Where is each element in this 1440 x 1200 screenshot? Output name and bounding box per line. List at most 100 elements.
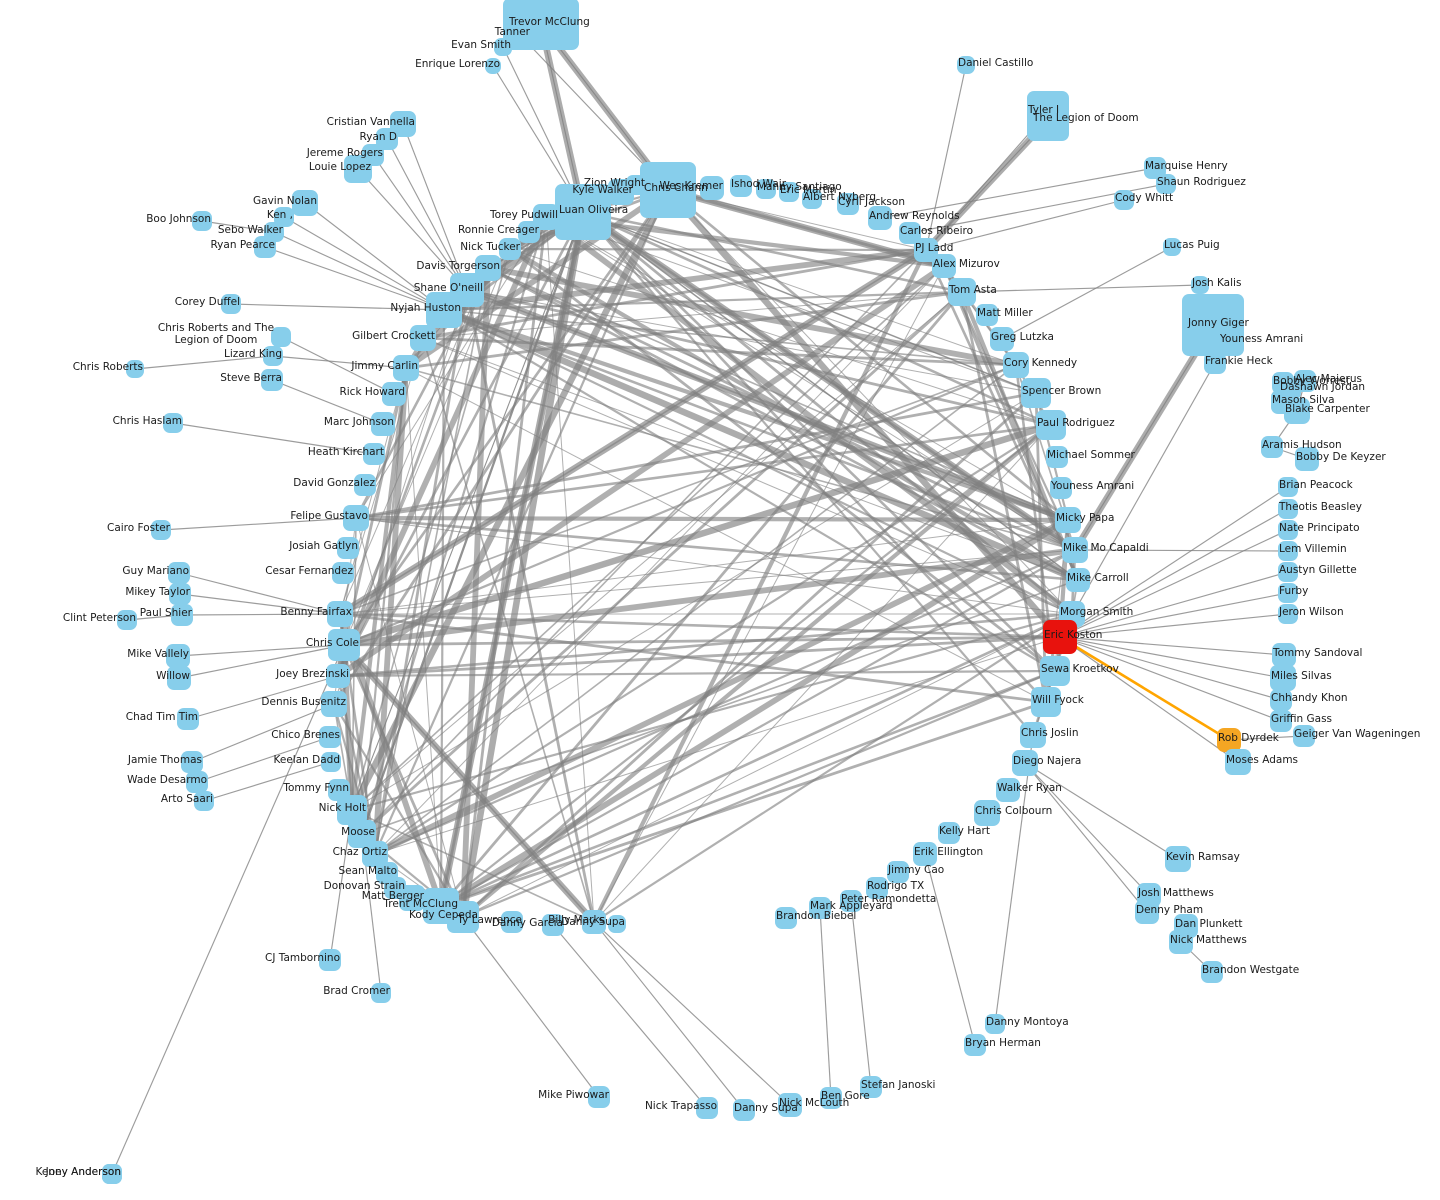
graph-node[interactable]: [177, 708, 199, 730]
graph-node[interactable]: [696, 1097, 718, 1119]
graph-node[interactable]: [555, 184, 611, 240]
graph-node[interactable]: [186, 771, 208, 793]
graph-node[interactable]: [582, 910, 606, 934]
graph-node[interactable]: [964, 1034, 986, 1056]
graph-node[interactable]: [271, 327, 291, 347]
graph-node[interactable]: [608, 915, 626, 933]
graph-node[interactable]: [399, 885, 425, 911]
graph-node[interactable]: [809, 897, 831, 919]
graph-node[interactable]: [1020, 722, 1046, 748]
graph-node[interactable]: [868, 206, 892, 230]
graph-node[interactable]: [932, 254, 956, 278]
graph-node[interactable]: [393, 355, 419, 381]
graph-node[interactable]: [840, 890, 862, 912]
graph-node[interactable]: [1135, 900, 1159, 924]
graph-node[interactable]: [171, 604, 193, 626]
graph-node[interactable]: [1050, 477, 1072, 499]
graph-node[interactable]: [485, 58, 501, 74]
graph-node[interactable]: [1278, 562, 1298, 582]
graph-node[interactable]: [426, 292, 462, 328]
graph-node[interactable]: [321, 691, 347, 717]
graph-node[interactable]: [1169, 930, 1193, 954]
graph-node[interactable]: [1284, 398, 1310, 424]
graph-node[interactable]: [1027, 99, 1069, 141]
graph-node[interactable]: [913, 842, 937, 866]
graph-node[interactable]: [1055, 507, 1081, 533]
graph-node[interactable]: [1066, 568, 1090, 592]
graph-node[interactable]: [1156, 174, 1176, 194]
graph-node[interactable]: [1219, 331, 1239, 351]
graph-node[interactable]: [938, 822, 960, 844]
graph-node[interactable]: [756, 179, 776, 199]
graph-node[interactable]: [1031, 687, 1061, 717]
graph-node[interactable]: [820, 1087, 842, 1109]
graph-node[interactable]: [1278, 604, 1298, 624]
graph-node[interactable]: [363, 443, 385, 465]
graph-node[interactable]: [626, 175, 646, 195]
graph-node[interactable]: [1003, 352, 1029, 378]
graph-node[interactable]: [499, 238, 521, 260]
graph-node[interactable]: [181, 751, 203, 773]
graph-node[interactable]: [117, 610, 137, 630]
graph-node[interactable]: [221, 294, 241, 314]
graph-node[interactable]: [169, 583, 191, 605]
graph-node[interactable]: [588, 1086, 610, 1108]
graph-node[interactable]: [501, 911, 523, 933]
graph-node[interactable]: [168, 562, 190, 584]
graph-node[interactable]: [1163, 238, 1181, 256]
graph-node[interactable]: [779, 182, 799, 202]
graph-node[interactable]: [802, 189, 822, 209]
graph-node[interactable]: [319, 726, 341, 748]
graph-node[interactable]: [1021, 378, 1051, 408]
graph-node[interactable]: [326, 664, 350, 688]
graph-node[interactable]: [1204, 352, 1226, 374]
graph-node[interactable]: [410, 325, 436, 351]
graph-node[interactable]: [194, 791, 214, 811]
graph-node[interactable]: [860, 1076, 882, 1098]
graph-node[interactable]: [447, 901, 479, 933]
graph-node[interactable]: [837, 193, 859, 215]
graph-node[interactable]: [192, 211, 212, 231]
graph-node[interactable]: [996, 778, 1020, 802]
graph-node[interactable]: [1043, 620, 1077, 654]
graph-node[interactable]: [990, 327, 1014, 351]
graph-node[interactable]: [1165, 846, 1191, 872]
graph-node[interactable]: [494, 38, 512, 56]
graph-node[interactable]: [778, 1093, 802, 1117]
graph-node[interactable]: [163, 413, 183, 433]
graph-node[interactable]: [730, 175, 752, 197]
graph-node[interactable]: [948, 278, 976, 306]
graph-node[interactable]: [1270, 710, 1292, 732]
graph-node[interactable]: [263, 346, 283, 366]
graph-node[interactable]: [1191, 276, 1209, 294]
graph-node[interactable]: [1144, 157, 1166, 179]
graph-node[interactable]: [1225, 749, 1251, 775]
graph-node[interactable]: [343, 505, 369, 531]
graph-node[interactable]: [254, 236, 276, 258]
graph-node[interactable]: [957, 56, 975, 74]
graph-node[interactable]: [371, 983, 391, 1003]
graph-node[interactable]: [1278, 583, 1298, 603]
graph-node[interactable]: [328, 629, 360, 661]
graph-node[interactable]: [327, 601, 353, 627]
graph-node[interactable]: [167, 666, 191, 690]
graph-node[interactable]: [974, 800, 1000, 826]
graph-node[interactable]: [866, 877, 888, 899]
graph-node[interactable]: [1295, 447, 1319, 471]
graph-node[interactable]: [126, 360, 144, 378]
graph-node[interactable]: [518, 221, 540, 243]
graph-node[interactable]: [985, 1014, 1005, 1034]
graph-node[interactable]: [1293, 725, 1315, 747]
graph-node[interactable]: [1278, 477, 1298, 497]
graph-node[interactable]: [733, 1099, 755, 1121]
graph-node[interactable]: [887, 861, 909, 883]
graph-node[interactable]: [700, 176, 724, 200]
graph-node[interactable]: [166, 644, 190, 668]
graph-node[interactable]: [102, 1164, 122, 1184]
graph-node[interactable]: [899, 222, 921, 244]
graph-node[interactable]: [1278, 541, 1298, 561]
graph-node[interactable]: [344, 155, 372, 183]
graph-node[interactable]: [382, 382, 406, 406]
graph-node[interactable]: [1036, 410, 1066, 440]
graph-node[interactable]: [337, 537, 359, 559]
